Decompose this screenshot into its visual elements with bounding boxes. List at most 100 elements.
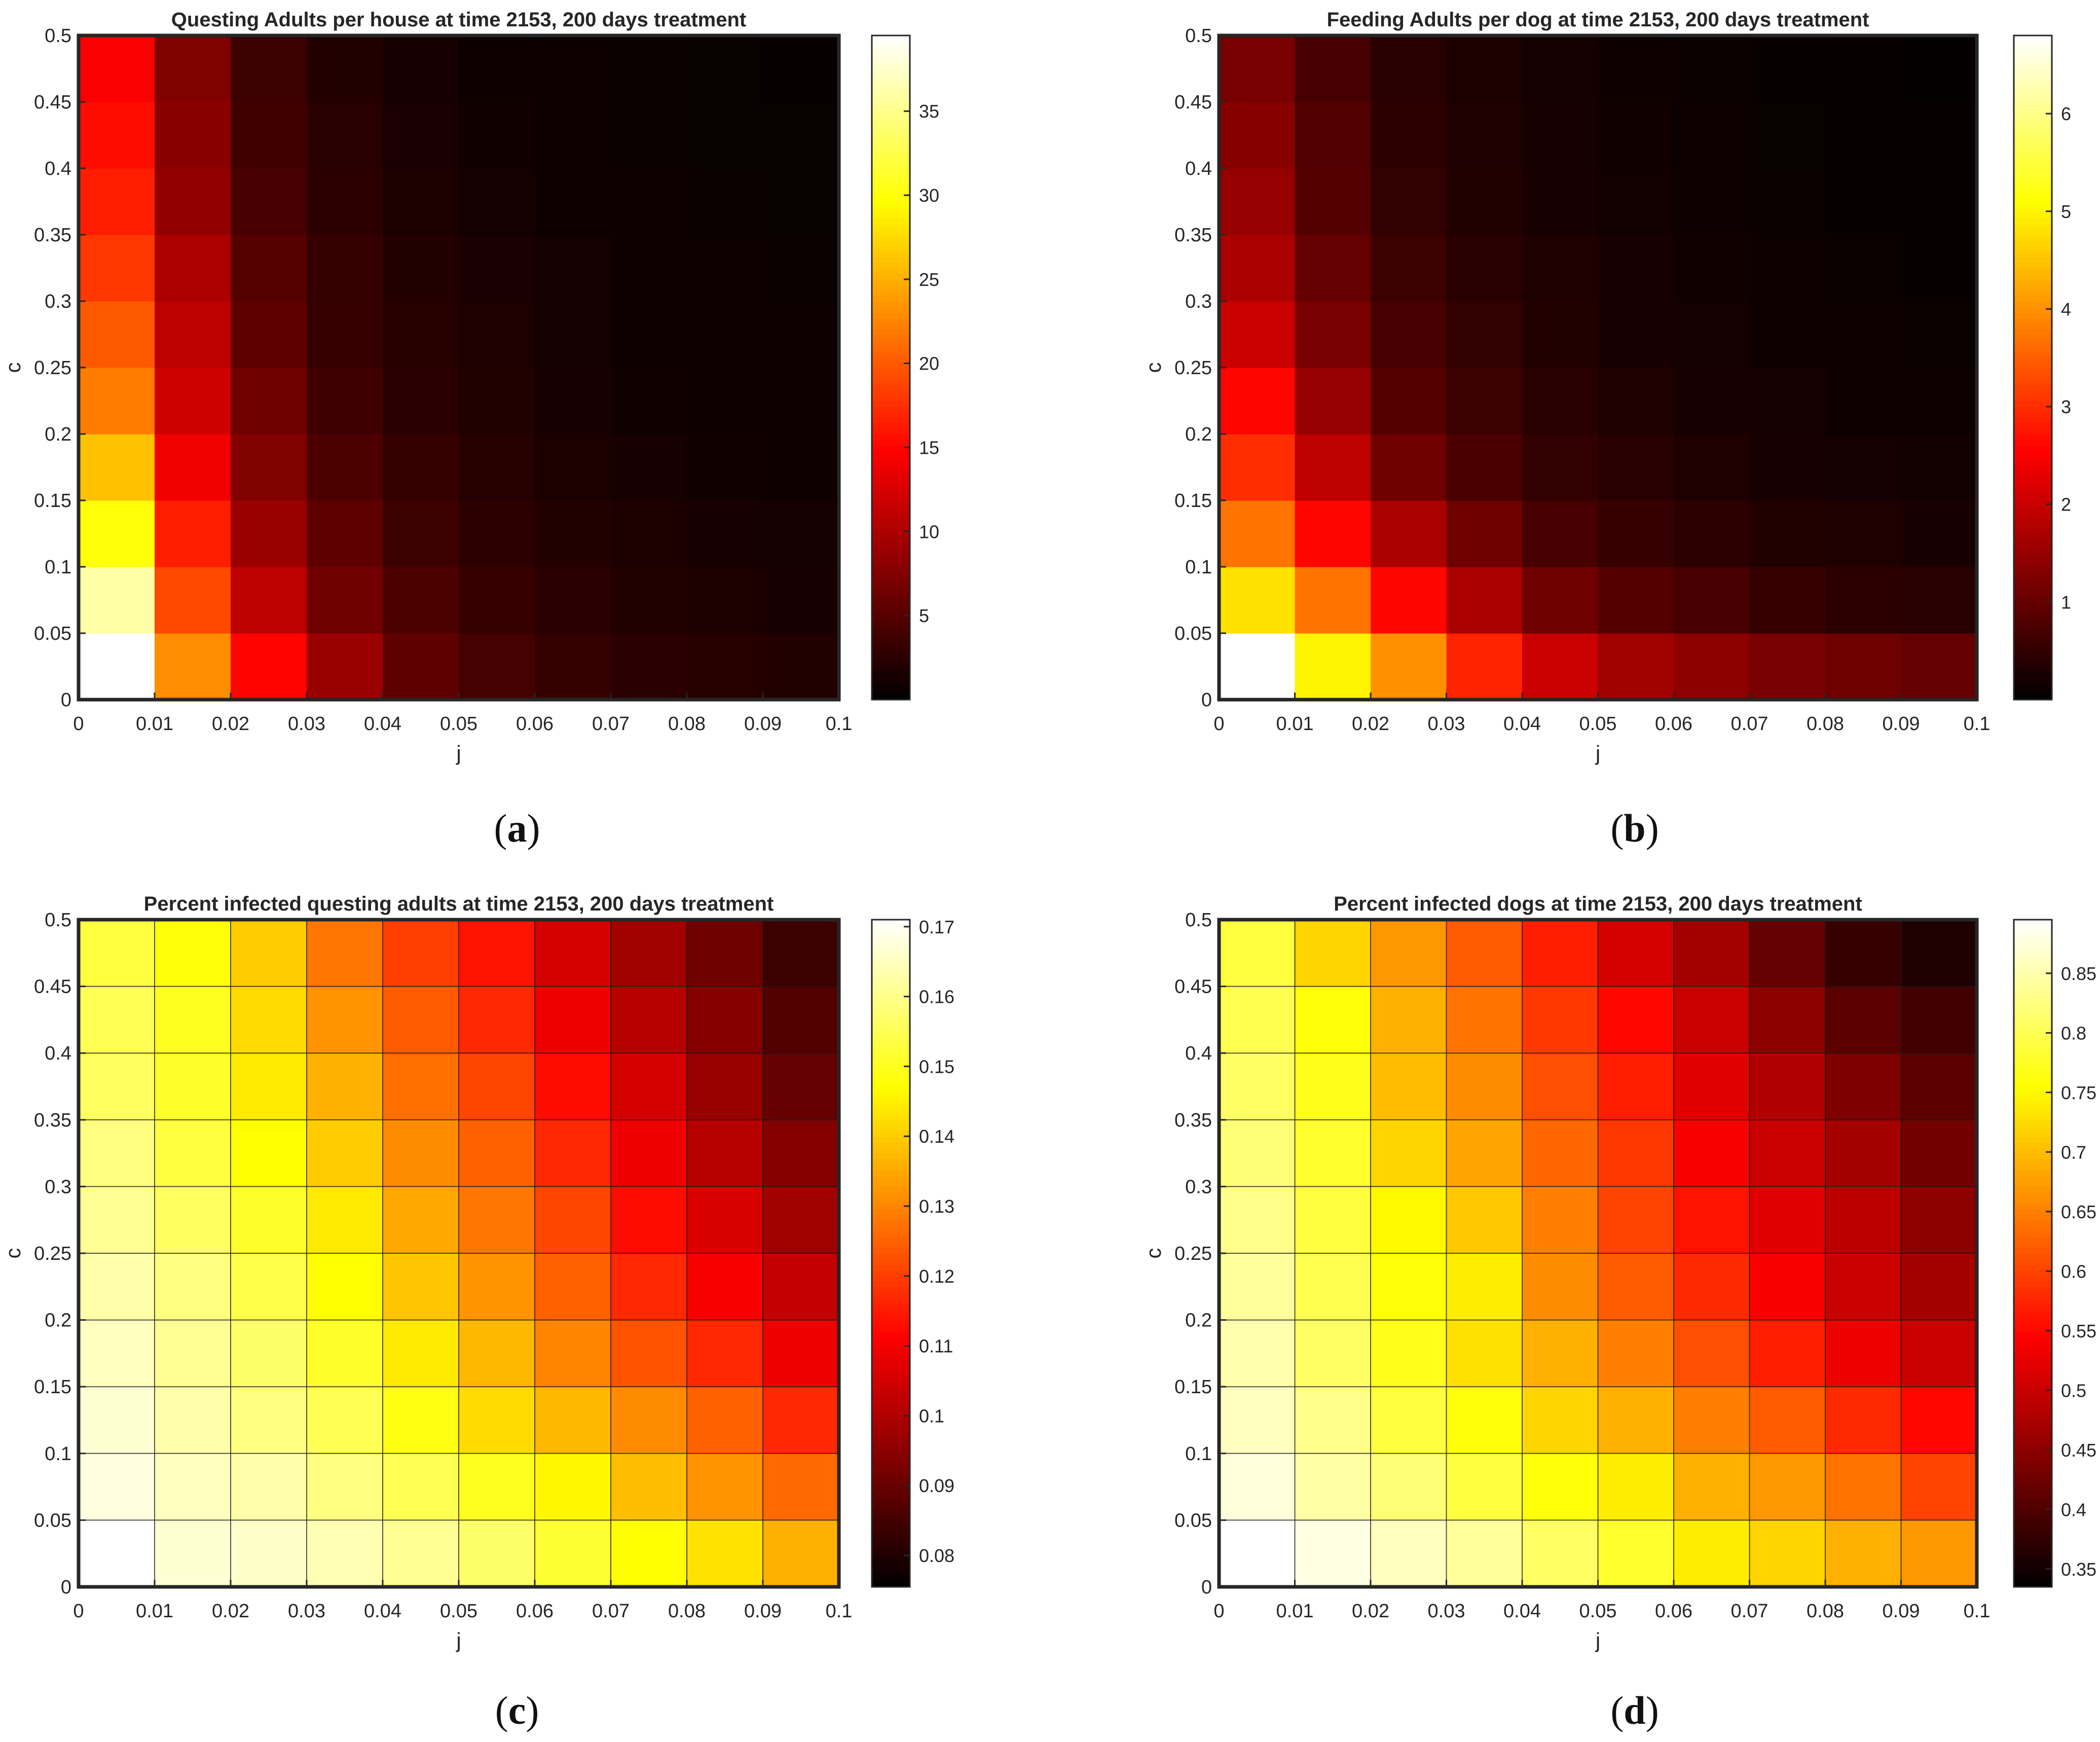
colorbar-step [2014,1231,2052,1237]
colorbar-step [2014,958,2052,965]
colorbar-step [872,1264,910,1271]
x-tick-label: 0 [1213,1601,1224,1622]
heatmap-cell [307,633,383,700]
heatmap-cell [1522,986,1599,1054]
colorbar-step [2014,351,2052,357]
colorbar-step [2014,1197,2052,1204]
colorbar-step [872,969,910,976]
colorbar-step [2014,1398,2052,1404]
heatmap-cell [1446,1119,1523,1187]
colorbar-step [872,1231,910,1237]
heatmap-cell [231,102,307,169]
colorbar-step [872,406,910,413]
heatmap-cell [1522,1387,1599,1454]
heatmap-cell [383,1453,459,1520]
heatmap-cell [1674,1053,1750,1120]
colorbar-step [872,46,910,53]
colorbar-step [2014,920,2052,926]
heatmap-cell [155,1387,231,1454]
colorbar-step [2014,677,2052,684]
colorbar-step [872,1553,910,1559]
colorbar-step [872,1269,910,1276]
colorbar-step [872,511,910,518]
heatmap-cell [1598,168,1674,235]
colorbar-step [872,423,910,429]
colorbar-step [872,1447,910,1454]
heatmap-cell [1674,301,1750,368]
colorbar-step [2014,157,2052,163]
y-tick-label: 0.35 [34,1110,71,1131]
panel-label-paren-close: ) [527,806,540,850]
heatmap-cell [1446,35,1523,102]
colorbar-tick-label: 0.55 [2061,1321,2096,1341]
colorbar-step [2014,1570,2052,1576]
colorbar-step [2014,439,2052,446]
heatmap-cell [687,1053,763,1120]
heatmap-cell [611,35,687,102]
colorbar-step [872,1114,910,1120]
heatmap-cell [1749,567,1826,634]
colorbar-step [872,301,910,307]
heatmap-cell [1446,1320,1523,1387]
heatmap-cell [1825,1320,1902,1387]
heatmap-cell [307,235,383,302]
colorbar-step [872,196,910,202]
colorbar-step [2014,113,2052,119]
colorbar-step [872,1325,910,1332]
heatmap-cell [1446,1520,1523,1587]
colorbar-step [872,997,910,1004]
heatmap-cell [687,168,763,235]
colorbar-step [2014,511,2052,518]
heatmap-cell [535,1453,611,1520]
heatmap-cell [231,1119,307,1187]
colorbar-step [872,633,910,639]
heatmap-cell [1825,1453,1902,1520]
heatmap-cell [1446,500,1523,567]
heatmap-cell [1371,1520,1447,1587]
x-tick-label: 0.03 [288,713,325,735]
colorbar-step [872,1364,910,1371]
x-tick-label: 0.02 [1352,713,1389,735]
colorbar-step [2014,1170,2052,1176]
colorbar-step [2014,1047,2052,1054]
x-axis-label: j [455,741,461,765]
x-tick-label: 0.06 [1655,1601,1692,1622]
heatmap-cell [1749,1387,1826,1454]
y-tick-label: 0.35 [34,225,71,246]
colorbar-step [872,1537,910,1543]
colorbar-step [2014,317,2052,324]
x-tick-label: 0 [73,713,84,735]
colorbar-step [2014,1119,2052,1126]
colorbar-step [2014,312,2052,318]
colorbar-step [2014,545,2052,551]
colorbar-step [872,1053,910,1059]
colorbar-step [2014,478,2052,485]
colorbar-step [872,80,910,86]
colorbar-step [2014,173,2052,180]
colorbar-step [872,1442,910,1448]
colorbar-step [2014,334,2052,341]
colorbar-step [2014,368,2052,374]
heatmap-cell [535,920,611,987]
y-tick-label: 0.35 [1174,1110,1212,1131]
colorbar-step [872,1303,910,1310]
colorbar-step [2014,268,2052,274]
colorbar-step [872,1186,910,1193]
colorbar-tick-label: 3 [2061,396,2071,417]
heatmap-cell [155,368,231,434]
heatmap-cell [611,1520,687,1587]
colorbar-step [2014,146,2052,153]
heatmap-cell [763,35,839,102]
heatmap-cell [1749,1453,1826,1520]
colorbar-step [872,683,910,689]
colorbar-step [2014,1036,2052,1043]
colorbar-step [872,129,910,136]
heatmap-cell [1522,633,1599,700]
y-tick-label: 0.2 [1185,1310,1212,1331]
y-tick-label: 0.05 [34,623,71,644]
colorbar-step [2014,1537,2052,1543]
colorbar-step [2014,1520,2052,1527]
heatmap-cell [307,920,383,987]
colorbar-step [872,1320,910,1326]
heatmap-cell [535,368,611,434]
